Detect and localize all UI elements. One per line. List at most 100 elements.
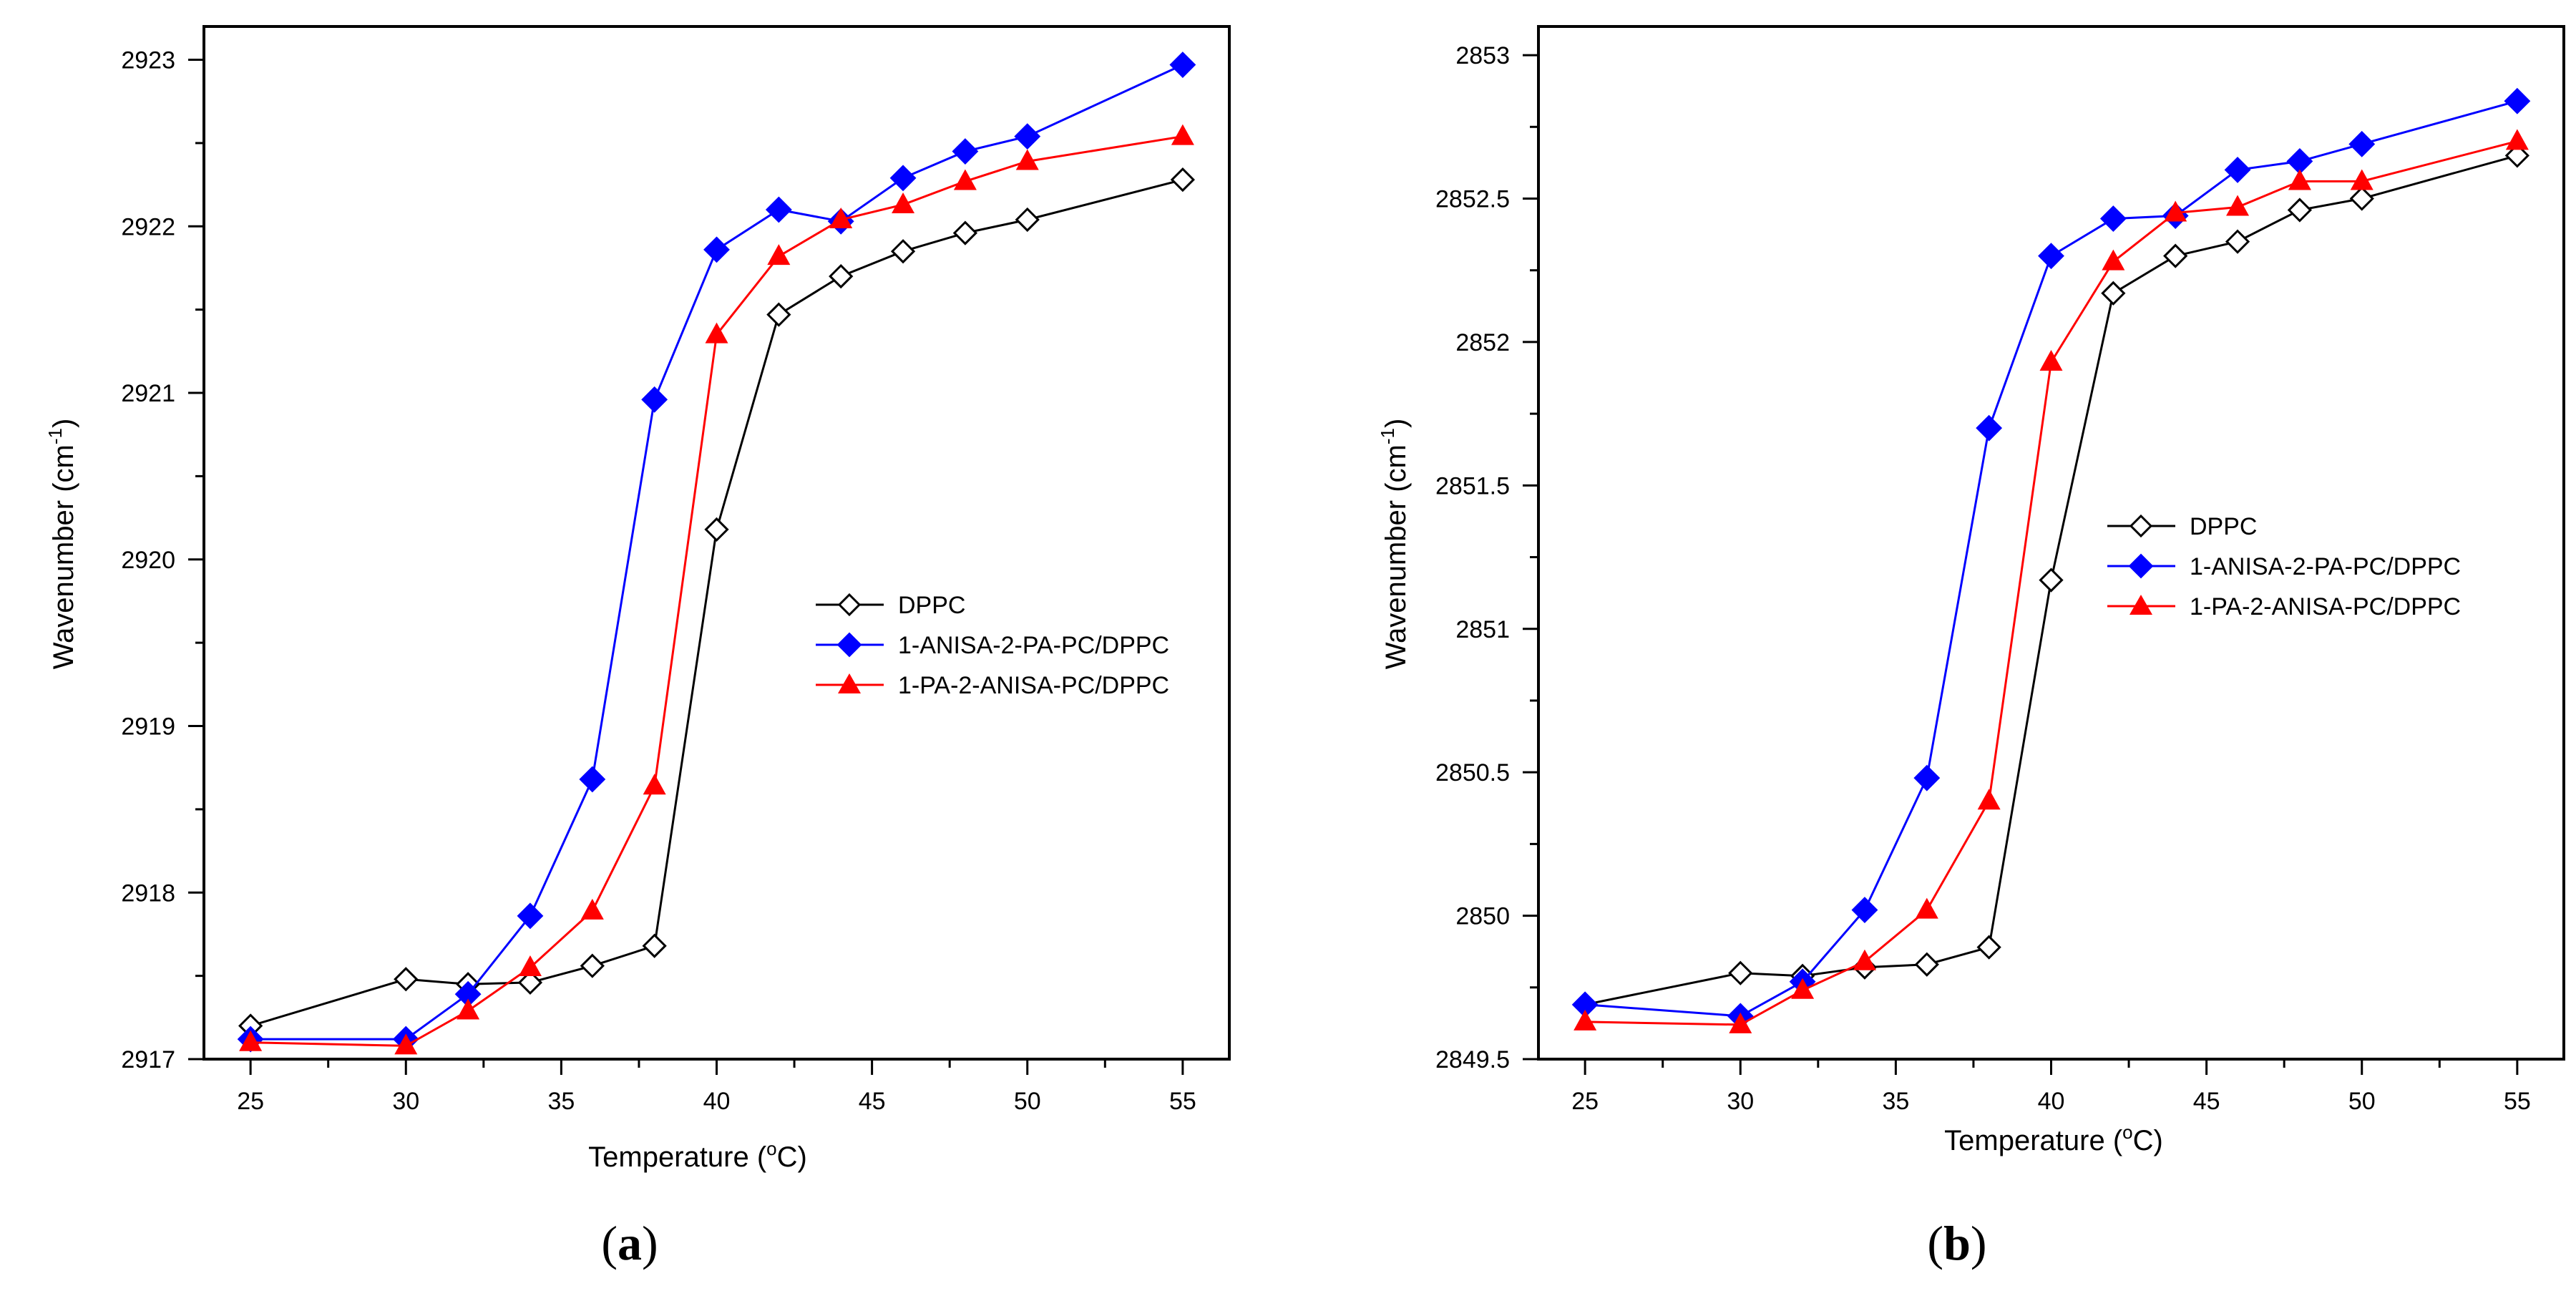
x-tick-label-a: 25 [237,1088,264,1115]
x-tick-label-a: 45 [859,1088,886,1115]
series-line-dppc [250,178,1184,1027]
legend-marker-dppc-a [837,593,862,617]
data-point-dppc [1728,960,1753,985]
data-point-1-anisa-2-pa-pc-dppc [952,138,979,165]
y-tick-label-a: 2920 [121,547,175,574]
data-point-1-anisa-2-pa-pc-dppc [765,196,792,223]
series-line-1-pa-2-anisa-pc-dppc [250,135,1184,1047]
data-point-dppc [517,970,543,995]
data-point-1-anisa-2-pa-pc-dppc [1851,897,1878,923]
data-point-dppc [704,517,729,542]
panel-b: 25 30 35 40 45 50 55 2849.5 2850 2850.5 2851 2851.5… [1377,25,2565,1270]
data-point-dppc [2163,243,2188,268]
data-point-1-pa-2-anisa-pc-dppc [2350,169,2373,190]
series-1-pa-2-anisa-pc-dppc-a [239,124,1194,1055]
legend-label-pa-anisa-b: 1-PA-2-ANISA-PC/DPPC [2190,593,2461,620]
legend-label-dppc-b: DPPC [2190,513,2257,540]
data-point-1-pa-2-anisa-pc-dppc [239,1030,263,1051]
panel-label-a: (a) [601,1216,658,1270]
series-line-1-anisa-2-pa-pc-dppc [250,64,1184,1041]
data-point-dppc [766,302,791,327]
data-point-1-pa-2-anisa-pc-dppc [829,207,853,228]
y-tick-label-b: 2850.5 [1435,759,1510,786]
data-point-1-anisa-2-pa-pc-dppc [579,766,606,793]
data-point-1-pa-2-anisa-pc-dppc [2505,129,2529,150]
data-point-1-pa-2-anisa-pc-dppc [1853,949,1876,970]
series-dppc-a [238,167,1195,1038]
panel-a: 25 30 35 40 45 50 55 2917 2918 2919 2920 2921 2922 29… [44,25,1231,1270]
data-point-1-anisa-2-pa-pc-dppc [641,386,668,413]
legend-label-anisa-pa-b: 1-ANISA-2-PA-PC/DPPC [2190,553,2461,580]
x-tick-label-b: 45 [2193,1088,2220,1115]
data-point-1-pa-2-anisa-pc-dppc [518,955,542,976]
data-point-dppc [2349,186,2374,211]
data-point-1-pa-2-anisa-pc-dppc [580,898,604,920]
x-axis-title-b: Temperature (oC) [1944,1121,2163,1156]
data-point-dppc [829,263,854,289]
data-point-1-anisa-2-pa-pc-dppc [889,165,917,192]
data-point-1-anisa-2-pa-pc-dppc [1014,123,1041,150]
x-tick-label-a: 35 [547,1088,575,1115]
y-axis-title-b: Wavenumber (cm-1) [1377,419,1412,670]
y-tick-label-b: 2849.5 [1435,1046,1510,1073]
data-point-dppc [2101,281,2126,306]
data-point-dppc [1015,207,1040,233]
y-tick-label-b: 2852 [1455,329,1510,356]
data-point-1-anisa-2-pa-pc-dppc [2038,243,2064,270]
data-point-1-pa-2-anisa-pc-dppc [643,774,666,795]
x-tick-label-b: 55 [2504,1088,2531,1115]
data-point-1-pa-2-anisa-pc-dppc [394,1033,418,1055]
legend-marker-pa-anisa-a [838,673,861,693]
data-point-1-pa-2-anisa-pc-dppc [2039,349,2063,371]
data-point-dppc [2039,567,2064,593]
data-point-1-pa-2-anisa-pc-dppc [457,998,480,1020]
x-tick-label-b: 40 [2038,1088,2065,1115]
data-point-1-pa-2-anisa-pc-dppc [705,322,728,344]
plot-frame-b [1537,25,2565,1061]
y-tick-label-a: 2923 [121,47,175,74]
data-point-1-pa-2-anisa-pc-dppc [2102,249,2125,271]
data-point-1-pa-2-anisa-pc-dppc [767,244,791,265]
data-point-dppc [1976,935,2001,960]
data-point-1-pa-2-anisa-pc-dppc [1171,124,1194,145]
data-point-1-pa-2-anisa-pc-dppc [1977,789,2001,810]
data-point-dppc [2225,229,2250,254]
data-point-1-anisa-2-pa-pc-dppc [1976,414,2003,442]
data-point-dppc [580,953,605,978]
data-point-1-anisa-2-pa-pc-dppc [2099,205,2127,232]
data-point-1-anisa-2-pa-pc-dppc [1913,764,1941,791]
y-axis-title-a: Wavenumber (cm-1) [44,419,79,670]
data-point-1-pa-2-anisa-pc-dppc [892,193,915,214]
data-point-1-anisa-2-pa-pc-dppc [703,236,730,263]
x-tick-label-b: 25 [1571,1088,1599,1115]
data-point-1-pa-2-anisa-pc-dppc [1915,897,1938,919]
data-point-dppc [2504,143,2529,168]
x-tick-label-a: 30 [392,1088,419,1115]
data-point-dppc [952,220,978,245]
y-tick-label-a: 2919 [121,713,175,741]
data-point-1-anisa-2-pa-pc-dppc [2348,130,2376,157]
x-tick-label-b: 35 [1882,1088,1909,1115]
data-point-dppc [2287,198,2313,223]
x-axis-title-a: Temperature (oC) [588,1138,807,1173]
y-tick-label-b: 2852.5 [1435,186,1510,213]
legend-label-pa-anisa-a: 1-PA-2-ANISA-PC/DPPC [898,672,1169,699]
legend-a: DPPC 1-ANISA-2-PA-PC/DPPC 1-PA-2-ANISA-P… [816,592,1169,699]
data-point-1-anisa-2-pa-pc-dppc [2224,157,2251,183]
legend-label-dppc-a: DPPC [898,592,965,619]
data-point-1-pa-2-anisa-pc-dppc [2226,195,2250,216]
data-point-1-anisa-2-pa-pc-dppc [517,902,544,930]
x-tick-label-a: 55 [1169,1088,1196,1115]
data-point-1-anisa-2-pa-pc-dppc [2504,87,2531,115]
data-point-1-pa-2-anisa-pc-dppc [953,169,977,190]
y-tick-label-b: 2850 [1455,903,1510,930]
y-tick-label-b: 2853 [1455,42,1510,69]
y-tick-label-a: 2921 [121,380,175,407]
legend-marker-dppc-b [2129,514,2153,538]
legend-marker-pa-anisa-b [2129,595,2152,615]
data-point-1-pa-2-anisa-pc-dppc [1729,1012,1752,1033]
data-point-1-pa-2-anisa-pc-dppc [1574,1009,1597,1031]
legend-label-anisa-pa-a: 1-ANISA-2-PA-PC/DPPC [898,632,1169,659]
y-tick-label-b: 2851.5 [1435,472,1510,500]
